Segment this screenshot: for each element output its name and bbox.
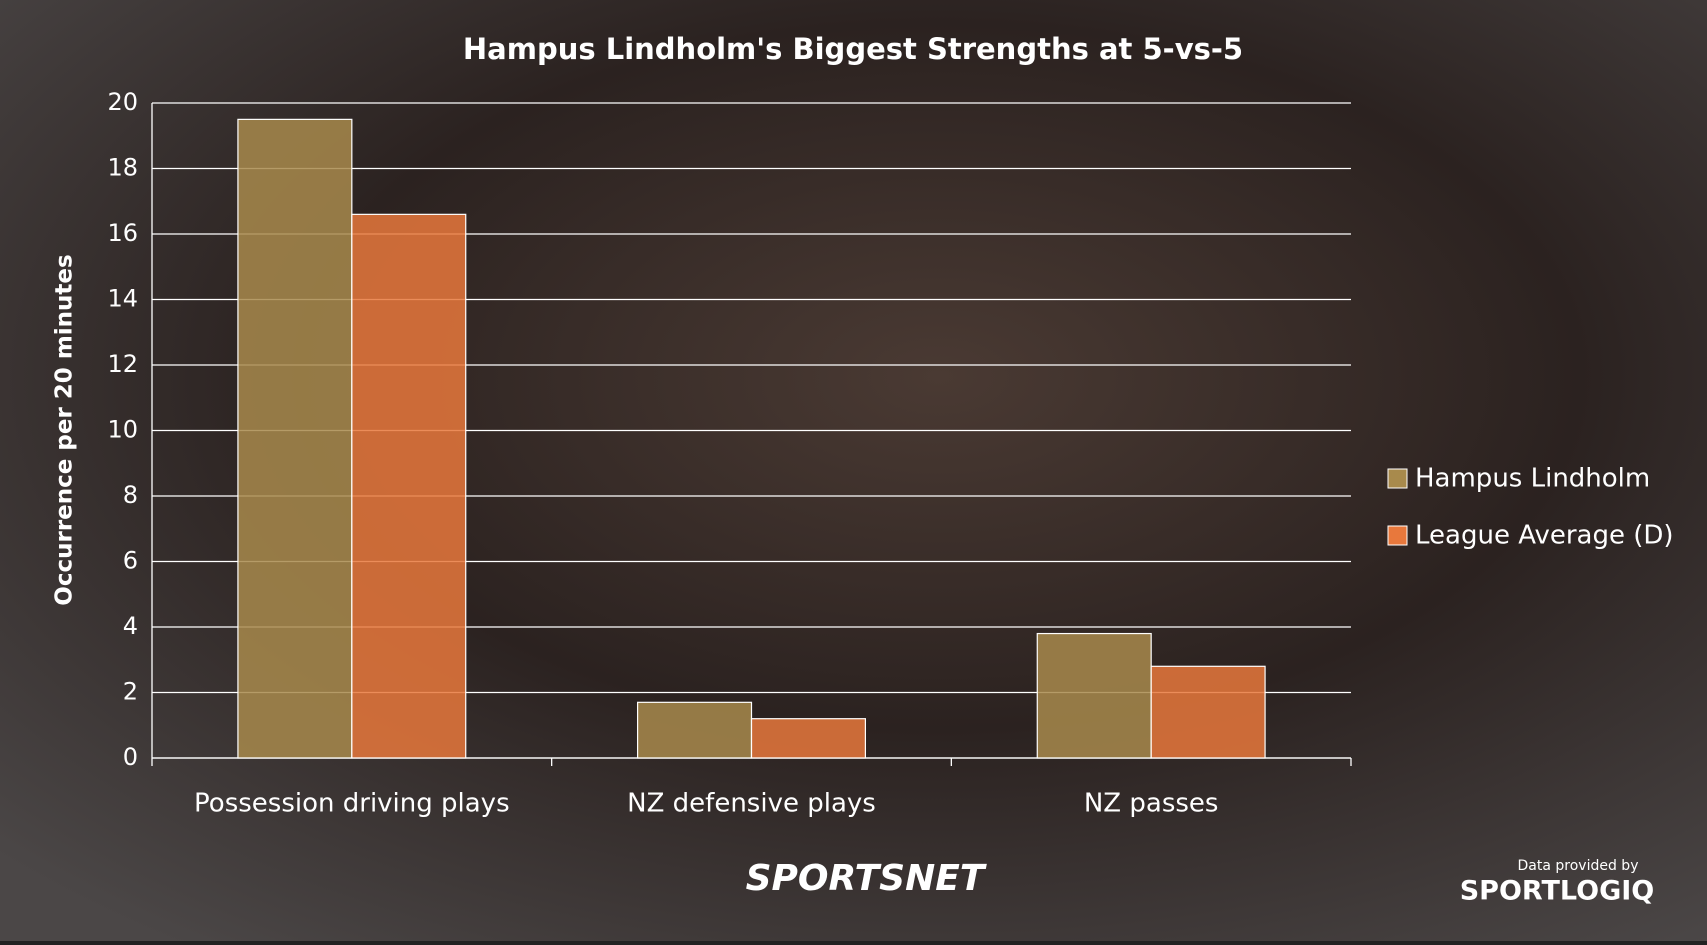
bar: [750, 718, 867, 759]
bar: [636, 701, 753, 759]
y-tick-label: 18: [107, 154, 138, 182]
credit-logo: SPORTLOGIQ: [1460, 876, 1655, 907]
y-axis-label: Occurrence per 20 minutes: [52, 254, 78, 605]
y-tick-label: 10: [107, 416, 138, 444]
y-tick-label: 16: [107, 219, 138, 247]
y-tick-label: 2: [123, 678, 138, 706]
legend-swatch: [1387, 468, 1408, 489]
legend-label: Hampus Lindholm: [1415, 464, 1650, 494]
y-tick-label: 20: [107, 88, 138, 116]
legend-swatch: [1387, 525, 1408, 546]
bar: [351, 213, 467, 759]
x-tick-label: NZ passes: [1084, 789, 1219, 819]
legend-label: League Average (D): [1415, 521, 1674, 551]
y-tick-label: 0: [123, 743, 138, 771]
y-tick-label: 6: [123, 547, 138, 575]
bar: [237, 118, 353, 759]
y-tick-label: 12: [107, 350, 138, 378]
bar: [1150, 665, 1266, 759]
brand-logo: SPORTSNET: [746, 858, 987, 899]
bar: [1036, 632, 1152, 759]
y-tick-label: 8: [123, 481, 138, 509]
x-tick-label: NZ defensive plays: [627, 789, 876, 819]
chart-title: Hampus Lindholm's Biggest Strengths at 5…: [463, 32, 1243, 66]
y-tick-label: 14: [107, 285, 138, 313]
credit: Data provided by: [1518, 858, 1639, 874]
y-tick-label: 4: [123, 612, 138, 640]
x-tick-label: Possession driving plays: [194, 789, 510, 819]
